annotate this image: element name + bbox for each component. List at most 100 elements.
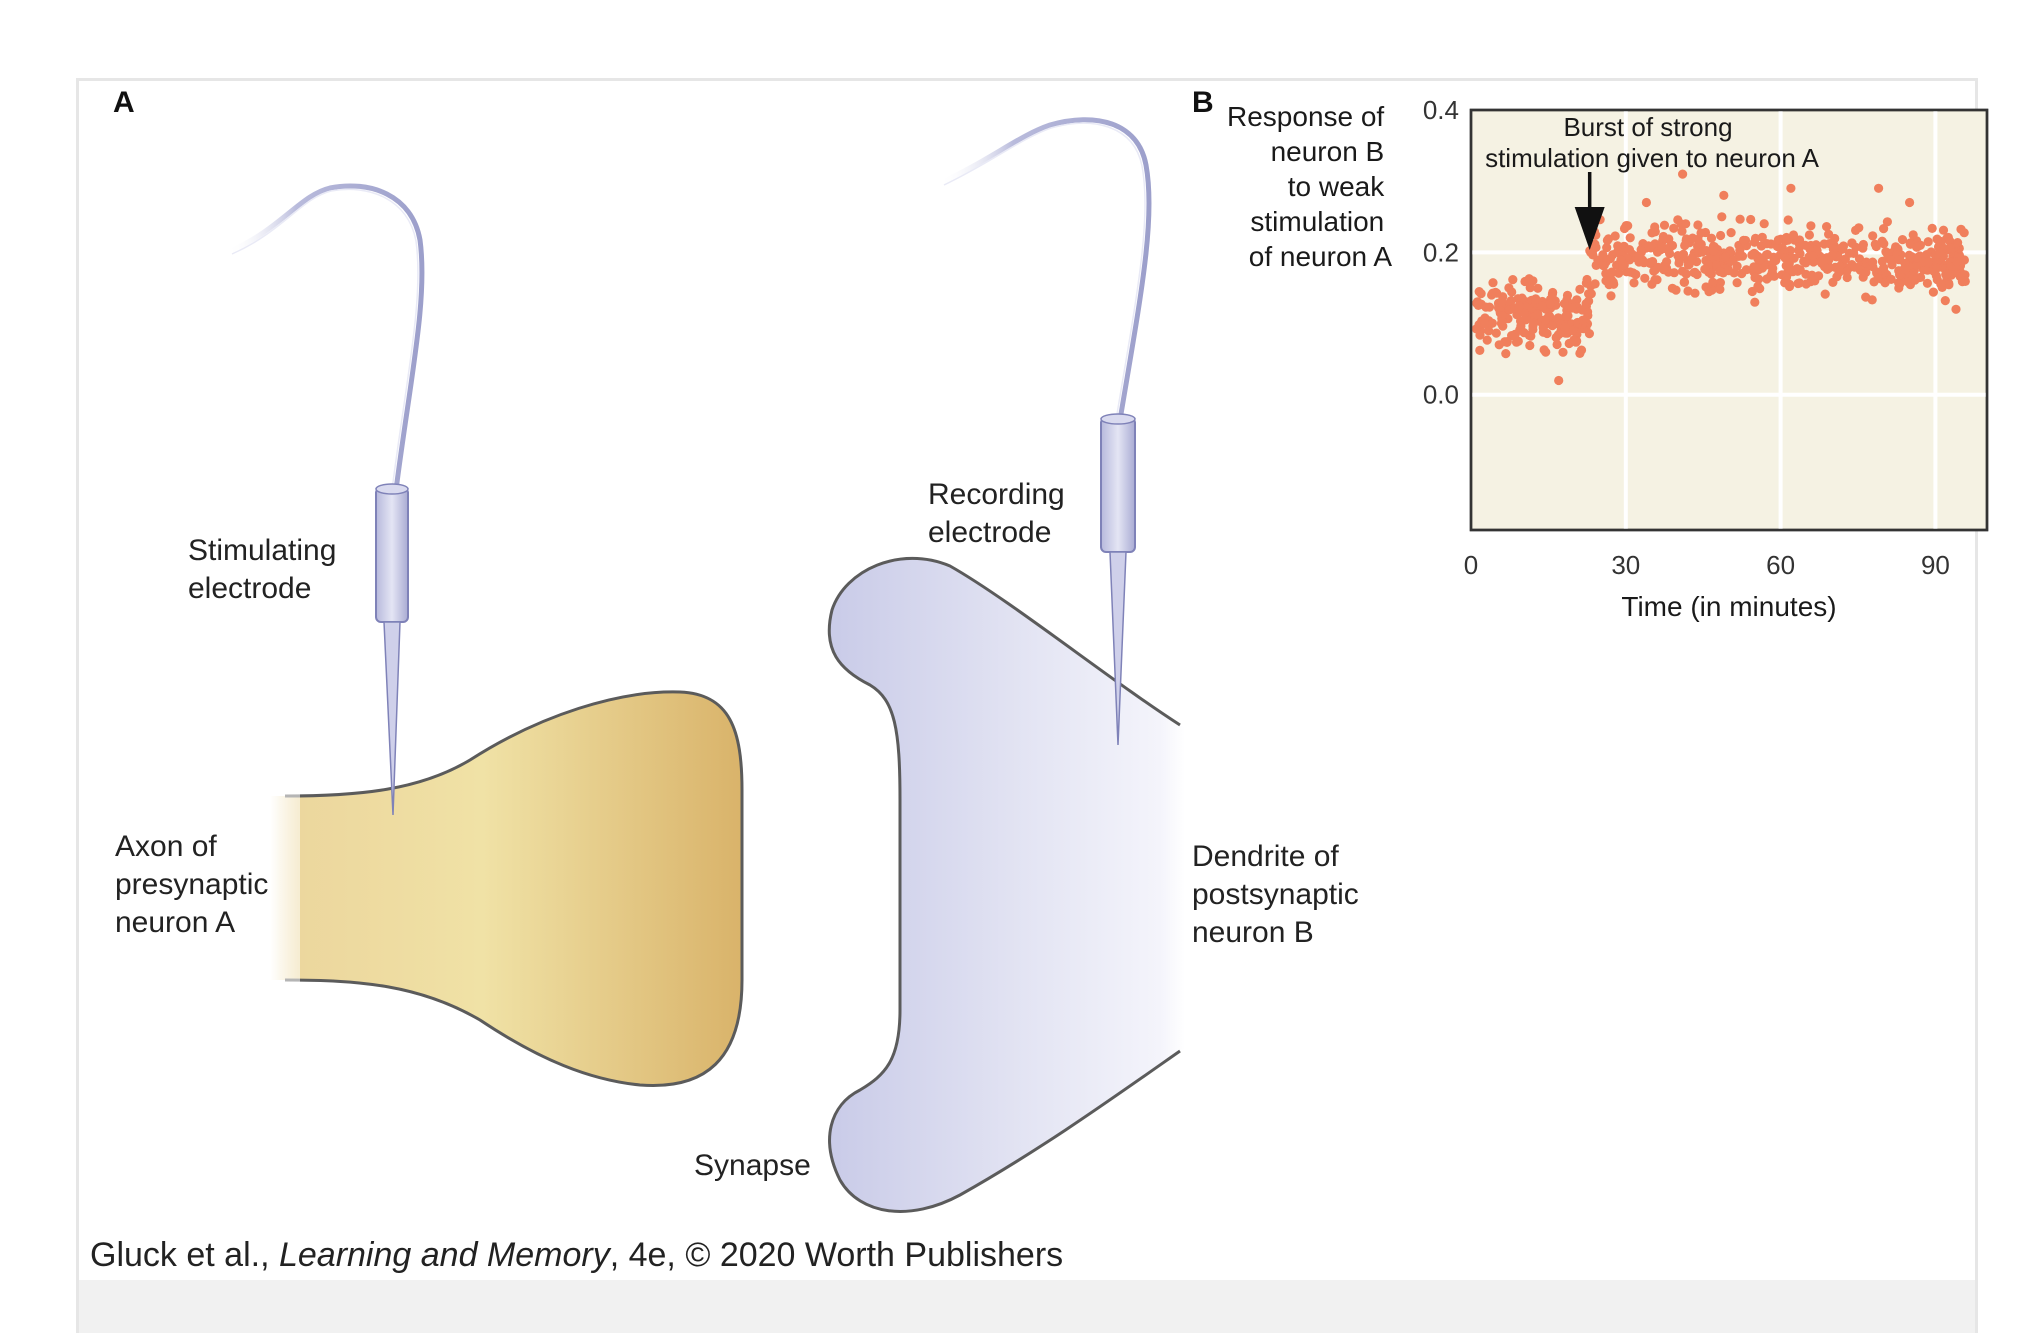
data-point [1708,246,1719,256]
data-point [1513,336,1523,346]
data-point [1717,212,1727,222]
data-point [1602,243,1612,253]
data-point [1669,268,1679,278]
data-point [1749,263,1760,273]
data-point [1783,215,1793,225]
data-point [1547,321,1557,331]
data-point [1537,301,1547,311]
data-point [1678,169,1688,179]
synapse-label: Synapse [694,1149,811,1182]
data-point [1669,223,1679,233]
data-point [1905,197,1915,208]
data-point [1586,247,1596,257]
data-point [1614,268,1624,278]
data-point [1657,242,1667,252]
data-point [1504,283,1514,293]
data-point [1680,240,1690,251]
annotation-line-2: stimulation given to neuron A [1485,143,1820,173]
data-point [1488,288,1498,298]
x-tick-label: 90 [1921,550,1950,580]
data-point [1908,230,1918,240]
credit-suffix: , 4e, © 2020 Worth Publishers [609,1236,1064,1274]
data-point [1788,230,1799,240]
data-point [1830,233,1840,244]
stimulating-electrode-label: Stimulating electrode [188,534,345,605]
data-point [1885,255,1895,265]
data-point [1715,266,1725,277]
data-point [1613,241,1623,251]
data-point [1746,214,1756,225]
data-point [1960,276,1970,286]
data-point [1559,299,1569,309]
data-point [1631,269,1641,280]
data-point [1750,233,1761,243]
data-point [1491,328,1501,338]
data-point [1750,272,1760,283]
annotation-arrow-head [1574,207,1605,250]
data-point [1808,251,1818,261]
data-point [1517,293,1527,303]
plot-border [1469,108,1989,532]
data-point [1956,224,1966,234]
data-point [1795,249,1805,259]
data-point [1688,233,1698,243]
data-point [1801,258,1811,268]
data-point [1708,277,1718,287]
data-point [1639,258,1649,268]
recording-electrode-label: Recording electrode [928,478,1073,549]
x-tick-label: 30 [1611,550,1640,580]
data-point [1874,183,1884,193]
data-point [1623,221,1633,231]
data-point [1768,263,1778,273]
data-point [1502,337,1512,347]
data-point [1610,231,1620,241]
dendrite-shape [829,558,1185,1212]
panel-a-label: A [113,86,135,119]
data-point [1932,234,1942,244]
data-point [1677,226,1687,236]
data-point [1650,275,1660,285]
data-point [1482,335,1492,345]
y-tick-label: 0.2 [1423,237,1459,267]
data-point [1820,289,1830,299]
data-point [1924,257,1934,267]
y-tick-label: 0.4 [1423,95,1459,125]
data-point [1801,279,1811,289]
data-point [1804,230,1814,240]
annotation-line-1: Burst of strong [1563,112,1732,142]
data-point [1690,288,1700,298]
data-point [1571,337,1581,347]
data-point [1762,274,1772,284]
data-point [1832,272,1842,282]
y-axis-label: Response of neuron B to weak stimulation… [1227,101,1392,272]
data-point [1938,225,1949,235]
data-point [1870,239,1880,249]
data-point [1880,278,1890,288]
data-point [1819,239,1829,249]
data-point [1581,299,1591,309]
data-point [1773,235,1783,245]
data-point [1741,265,1751,275]
data-point [1922,278,1932,288]
data-point [1923,237,1933,247]
data-point [1541,347,1551,357]
data-point [1567,303,1577,313]
data-point [1895,270,1905,280]
data-point [1861,292,1871,302]
data-point [1912,253,1922,263]
data-point [1684,260,1694,270]
data-point [1868,257,1878,267]
data-point [1780,253,1790,263]
x-tick-label: 0 [1464,550,1478,580]
data-point [1748,250,1758,260]
data-point [1529,318,1539,328]
data-points [1471,169,1970,386]
data-point [1697,247,1707,257]
data-point [1497,317,1507,327]
data-point [1781,232,1792,243]
data-point [1942,269,1952,279]
data-point [1822,222,1832,232]
x-tick-label: 60 [1766,550,1795,580]
